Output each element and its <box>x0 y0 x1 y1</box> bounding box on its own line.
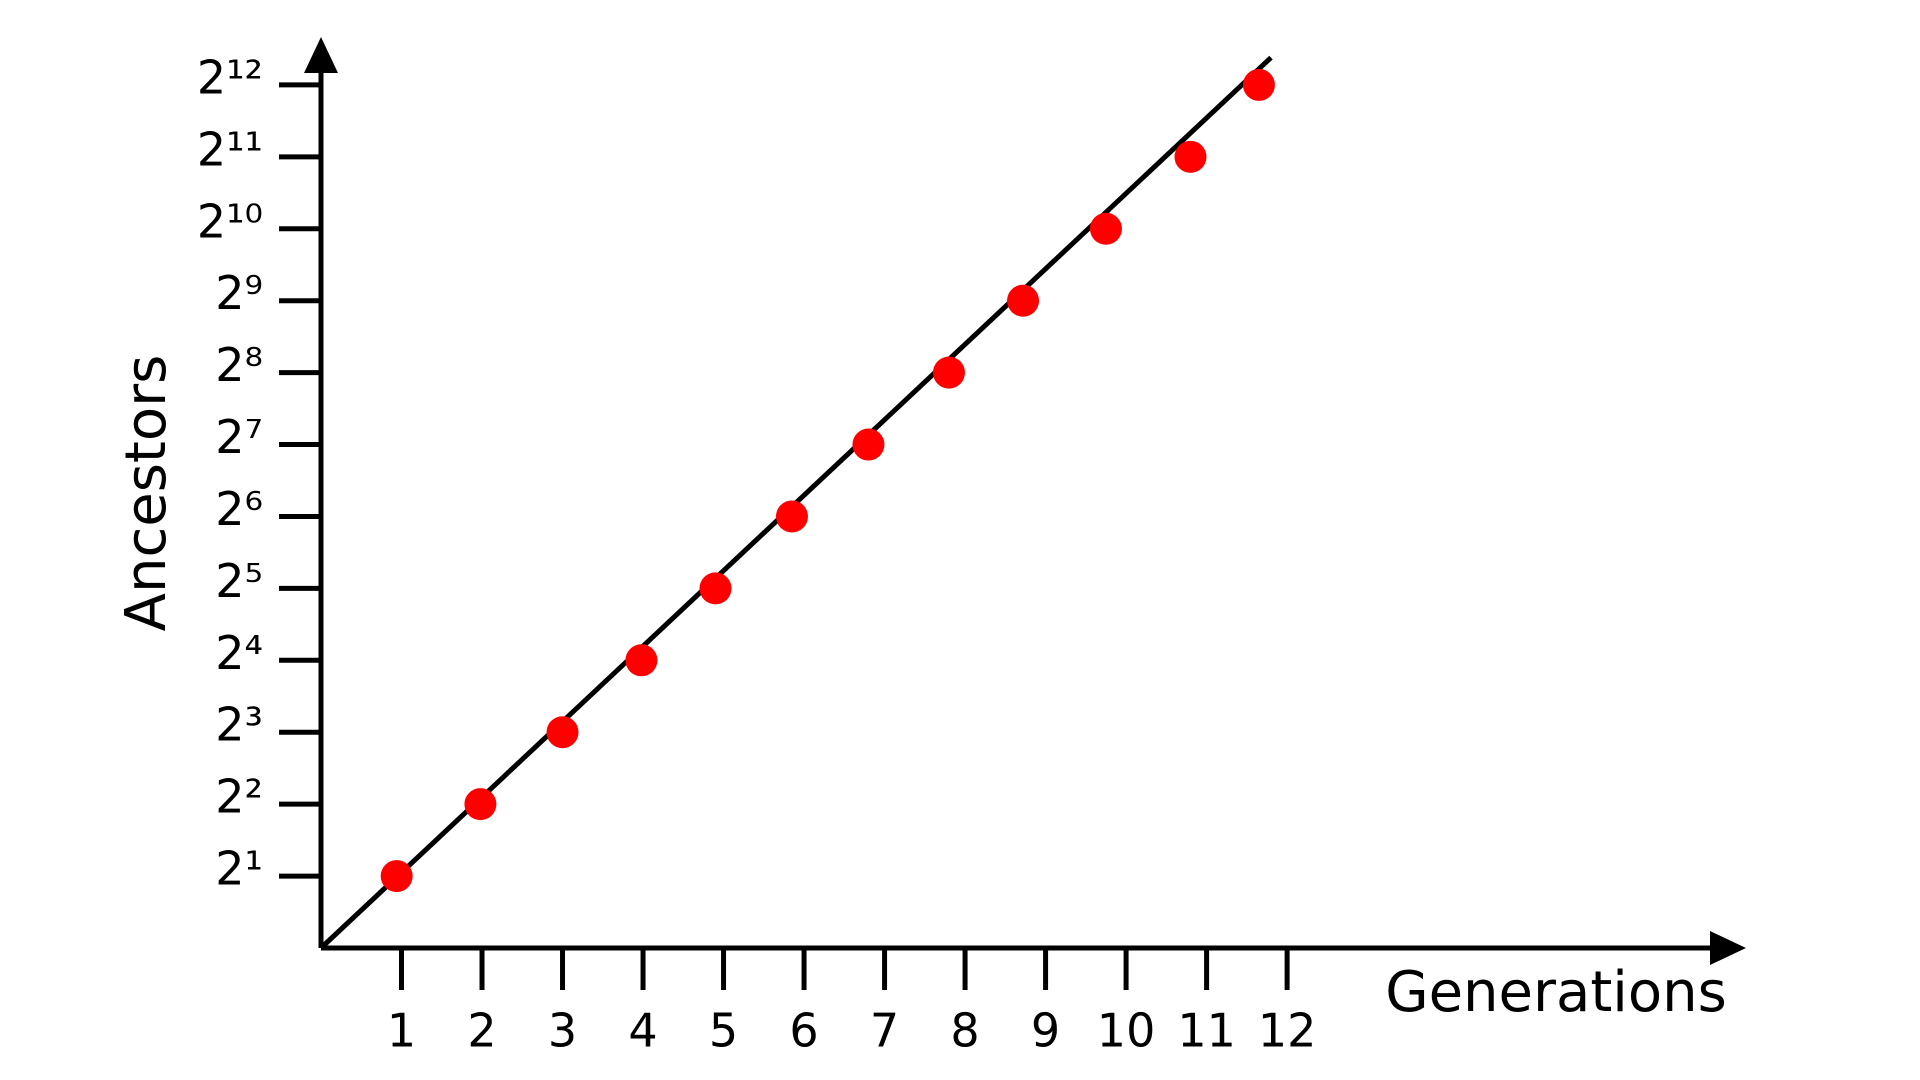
y-tick-label: 2¹ <box>215 842 263 896</box>
y-tick-label: 2³ <box>215 698 263 752</box>
y-tick-label: 2¹¹ <box>197 122 263 176</box>
y-tick-label: 2⁹ <box>215 266 263 320</box>
x-axis-label: Generations <box>1385 960 1727 1025</box>
point <box>1174 140 1207 173</box>
point <box>852 428 885 461</box>
point <box>464 788 497 821</box>
y-tick-label: 2⁴ <box>215 626 263 680</box>
x-tick-label: 4 <box>628 1004 657 1058</box>
x-axis-arrow <box>1710 931 1746 965</box>
y-tick-label: 2⁸ <box>215 338 263 392</box>
y-tick-label: 2⁵ <box>215 554 263 608</box>
y-tick-label: 2⁶ <box>215 482 263 536</box>
point <box>775 500 808 533</box>
y-tick-label: 2¹² <box>197 50 263 104</box>
point <box>546 716 579 749</box>
y-tick-label: 2⁷ <box>215 410 263 464</box>
x-tick-label: 8 <box>950 1004 979 1058</box>
y-axis-arrow <box>304 37 338 73</box>
x-tick-label: 11 <box>1177 1004 1236 1058</box>
x-tick-label: 1 <box>387 1004 416 1058</box>
y-axis-label: Ancestors <box>114 355 179 632</box>
point <box>625 644 658 677</box>
x-tick-label: 6 <box>789 1004 818 1058</box>
point <box>699 572 732 605</box>
x-tick-label: 3 <box>548 1004 577 1058</box>
point <box>1089 212 1122 245</box>
x-tick-label: 10 <box>1097 1004 1156 1058</box>
x-tick-label: 2 <box>467 1004 496 1058</box>
x-tick-label: 9 <box>1031 1004 1060 1058</box>
x-tick-label: 5 <box>709 1004 738 1058</box>
y-tick-label: 2² <box>215 770 263 824</box>
point <box>1242 68 1275 101</box>
x-tick-label: 12 <box>1258 1004 1317 1058</box>
x-tick-label: 7 <box>870 1004 899 1058</box>
point <box>380 860 413 893</box>
point <box>932 356 965 389</box>
point <box>1007 284 1040 317</box>
y-tick-label: 2¹⁰ <box>197 194 263 248</box>
